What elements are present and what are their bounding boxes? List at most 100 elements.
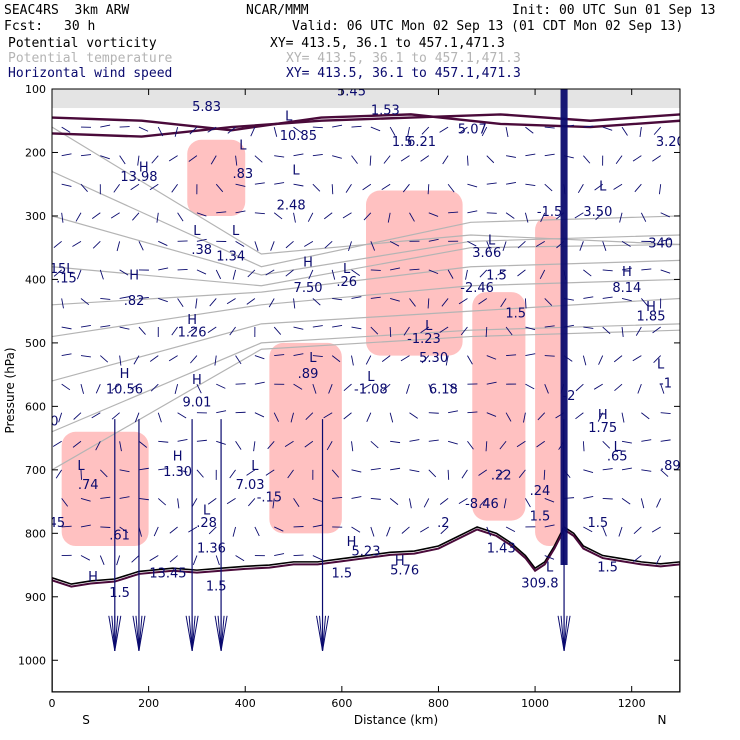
wind-vector (312, 497, 323, 503)
wind-vector (100, 526, 111, 528)
field-label: 0 (50, 414, 58, 429)
field-label: .83 (232, 167, 253, 182)
wind-vector (621, 298, 632, 302)
wind-vector (409, 298, 416, 307)
field-label: 7.50 (294, 281, 323, 296)
model-name: SEAC4RS 3km ARW (4, 3, 130, 18)
wind-vector (409, 412, 418, 419)
wind-vector (343, 383, 352, 392)
center-name: NCAR/MMM (246, 3, 309, 18)
wind-vector (100, 496, 111, 499)
wind-vector (660, 269, 671, 274)
wind-vector (72, 240, 82, 247)
wind-vector (467, 411, 478, 414)
field-label: H (622, 265, 632, 280)
wind-vector (428, 412, 439, 414)
wind-vector (544, 126, 555, 129)
wind-vector (486, 526, 492, 537)
wind-vector (274, 354, 285, 357)
legend-theta-name: Potential temperature (8, 51, 173, 66)
wind-vector (366, 412, 372, 423)
wind-vector (254, 381, 265, 385)
wind-vector (169, 526, 178, 534)
wind-vector (331, 269, 336, 280)
wind-vector (111, 412, 120, 420)
wind-vector (195, 298, 198, 309)
wind-vector (517, 241, 526, 249)
wind-vector (370, 497, 381, 500)
wind-vector (158, 267, 169, 271)
wind-vector (458, 498, 468, 505)
wind-vector (111, 383, 120, 391)
wind-vector (467, 441, 474, 450)
field-label: -1.5 (537, 205, 562, 220)
wind-vector (641, 439, 652, 442)
wind-vector (157, 412, 162, 423)
wind-vector (370, 296, 381, 299)
wind-vector (362, 183, 372, 191)
field-label: -.15 (257, 491, 282, 506)
wind-barb-flag (114, 615, 122, 651)
field-label: L (232, 224, 240, 239)
wind-vector (332, 155, 342, 159)
field-label: 13.45 (149, 567, 186, 582)
wind-vector (351, 526, 361, 533)
wind-vector (80, 183, 88, 193)
y-tick-label: 800 (25, 527, 46, 540)
field-label: 1.26 (178, 326, 207, 341)
wind-vector (149, 555, 159, 562)
wind-vector (465, 269, 468, 280)
wind-vector (602, 468, 613, 471)
theta-isentrope (52, 297, 680, 382)
wind-vector (447, 469, 450, 480)
wind-vector (632, 355, 642, 362)
field-label: 1.5 (588, 516, 609, 531)
wind-vector (345, 183, 352, 193)
wind-vector (331, 469, 340, 478)
wind-vector (621, 498, 631, 505)
wind-vector (305, 412, 314, 421)
wind-vector (293, 383, 303, 390)
wind-vector (365, 355, 372, 365)
wind-vector (131, 555, 140, 563)
y-tick-label: 600 (25, 400, 46, 413)
field-label: 309.8 (521, 576, 558, 591)
field-label: H (88, 570, 98, 585)
wind-vector (441, 298, 449, 307)
wind-vector (351, 441, 354, 452)
field-label: 1.5 (597, 560, 618, 575)
wind-vector (633, 555, 642, 562)
wind-vector (389, 126, 396, 136)
wind-vector (119, 469, 130, 473)
legend-pv-name: Potential vorticity (8, 36, 157, 51)
wind-vector (660, 238, 671, 242)
wind-vector (196, 469, 204, 478)
wind-barb-flag (138, 615, 146, 651)
wind-vector (196, 439, 207, 442)
field-label: 1.5 (505, 307, 526, 322)
wind-vector (543, 469, 546, 480)
wind-vector (351, 326, 362, 330)
terrain (52, 525, 680, 692)
wind-vector (265, 269, 275, 276)
wind-vector (574, 212, 584, 219)
wind-vector (621, 440, 632, 444)
wind-vector (312, 325, 323, 328)
field-label: .82 (124, 294, 145, 309)
y-tick-label: 1000 (18, 654, 46, 667)
wind-vector (351, 269, 360, 276)
wind-vector (80, 555, 91, 561)
wind-vector (655, 555, 662, 565)
wind-vector (138, 440, 148, 448)
wind-vector (351, 496, 362, 499)
wind-vector (459, 126, 468, 134)
wind-vector (235, 210, 246, 214)
x-tick-label: 200 (138, 697, 159, 710)
wind-vector (267, 440, 275, 450)
wind-vector (196, 269, 207, 275)
wind-vector (656, 498, 662, 508)
wind-vector (273, 412, 280, 422)
wind-vector (80, 384, 84, 394)
wind-vector (597, 412, 604, 422)
